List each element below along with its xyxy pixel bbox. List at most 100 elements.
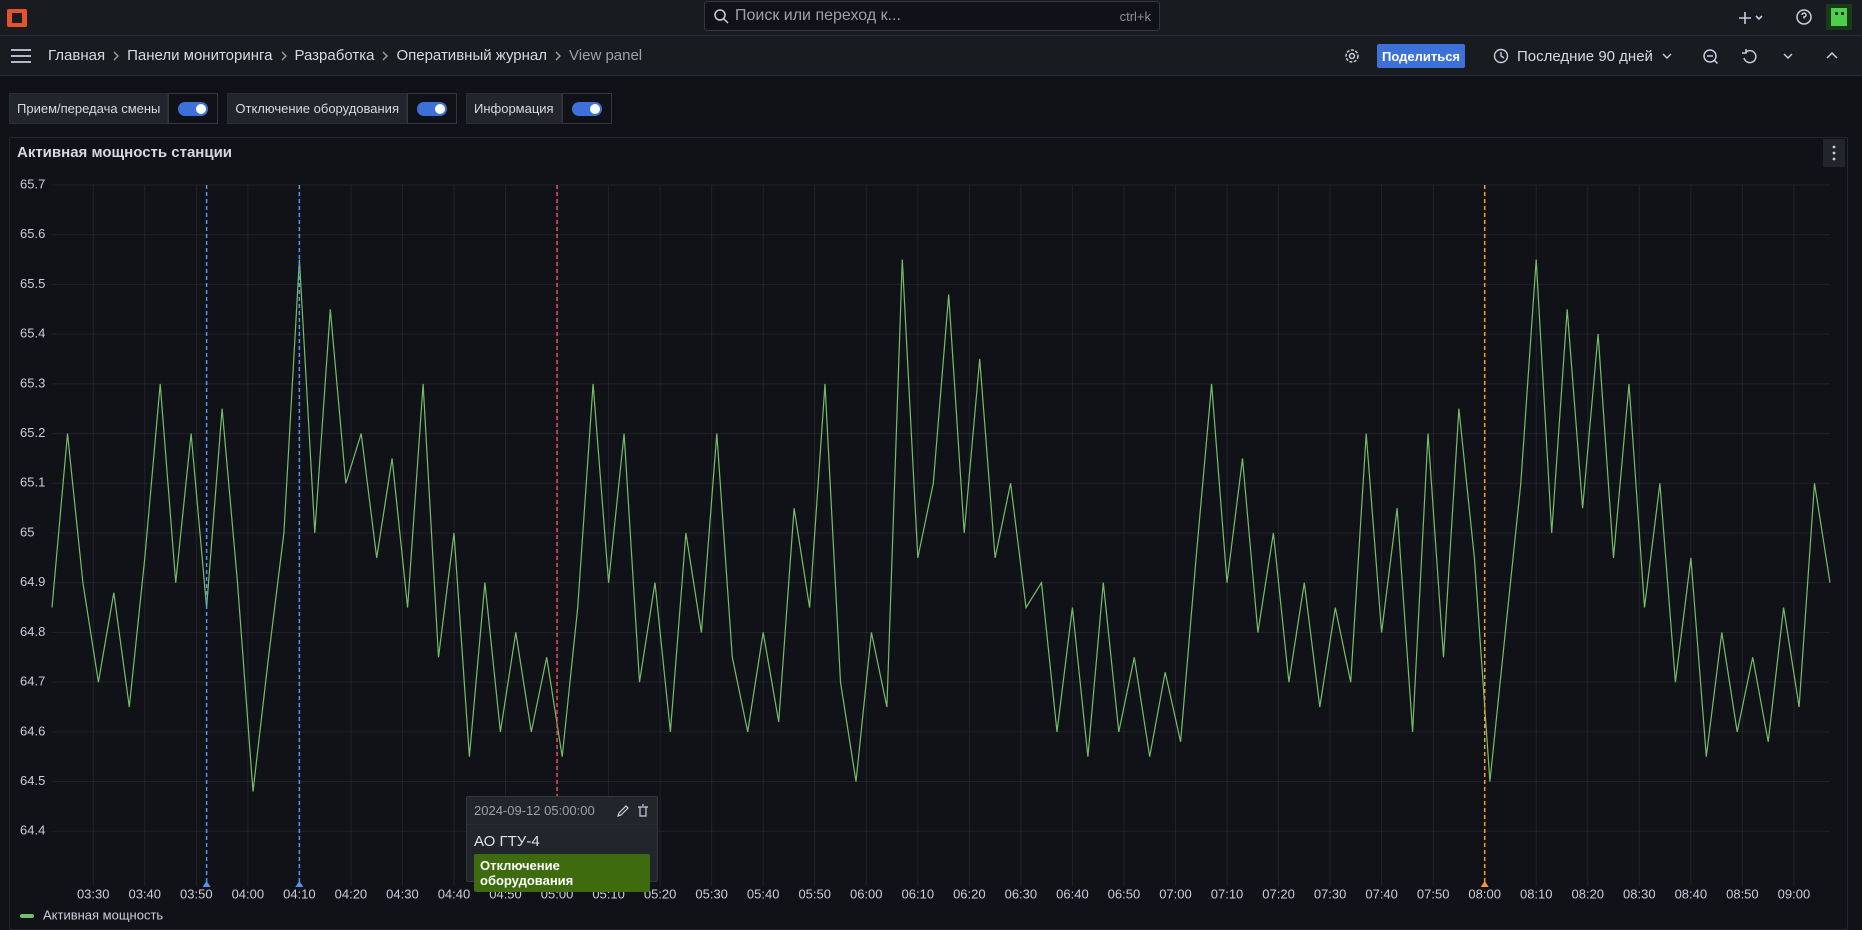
y-tick-label: 65 — [20, 524, 34, 539]
variable-label: Отключение оборудования — [227, 93, 407, 124]
x-tick-label: 05:20 — [644, 886, 677, 901]
x-tick-label: 08:30 — [1623, 886, 1656, 901]
tooltip-title: АО ГТУ-4 — [474, 833, 540, 850]
x-tick-label: 06:40 — [1056, 886, 1089, 901]
series-line — [51, 259, 1831, 792]
x-tick-label: 07:50 — [1417, 886, 1450, 901]
shortcut: ctrl+k — [1119, 8, 1151, 24]
y-tick-label: 64.6 — [20, 723, 45, 738]
annotation-tooltip: 2024-09-12 05:00:00 АО ГТУ-4 Отключение … — [466, 796, 658, 892]
chart: Активная мощность станции 64.4 64.5 64.6 64… — [17, 139, 1845, 922]
x-tick-label: 03:50 — [180, 886, 213, 901]
y-tick-label: 64.7 — [20, 674, 45, 689]
y-tick-label: 65.6 — [20, 226, 45, 241]
chevron — [555, 51, 562, 60]
x-tick-label: 08:50 — [1726, 886, 1759, 901]
y-tick-label: 65.5 — [20, 276, 45, 291]
clock-icon — [1493, 48, 1509, 64]
menu-icon[interactable] — [10, 48, 32, 64]
x-tick-label: 08:10 — [1520, 886, 1553, 901]
share-button[interactable]: Поделиться — [1377, 44, 1465, 68]
help[interactable] — [1794, 7, 1814, 27]
toggle[interactable] — [561, 93, 612, 124]
chart-title: Активная мощность станции — [17, 144, 232, 161]
toggle-switch — [178, 101, 209, 116]
crumb-separator — [281, 51, 287, 60]
toggle-switch — [417, 101, 447, 116]
annotation-marker — [202, 881, 211, 887]
y-tick-label: 64.4 — [20, 823, 45, 838]
variable: Прием/передача смены — [9, 93, 219, 124]
crumb-separator — [555, 51, 562, 60]
panel: Активная мощность станции 64.4 64.5 64.6 64… — [9, 137, 1848, 930]
toggle[interactable] — [168, 93, 219, 124]
tooltip-header: 2024-09-12 05:00:00 — [467, 797, 657, 825]
x-tick-label: 08:40 — [1675, 886, 1708, 901]
chevron — [382, 51, 389, 60]
chevron — [1662, 53, 1672, 59]
legend-label: Активная мощность — [43, 907, 163, 922]
x-tick-label: 05:30 — [695, 886, 728, 901]
x-tick-label: 08:20 — [1572, 886, 1605, 901]
toggle-knob — [435, 103, 445, 114]
toggle-knob — [196, 103, 207, 114]
search-placeholder: Поиск или переход к... — [735, 7, 901, 24]
variable: Отключение оборудования — [227, 93, 457, 124]
y-tick-label: 65.1 — [20, 475, 45, 490]
y-tick-label: 64.5 — [20, 773, 45, 788]
tooltip-tag: Отключение оборудования — [474, 854, 650, 892]
time-picker[interactable]: Последние 90 дней — [1493, 44, 1673, 68]
crumb-separator — [113, 51, 120, 60]
toolbar-icons[interactable] — [1700, 46, 1840, 66]
x-tick-label: 06:00 — [850, 886, 883, 901]
x-tick-label: 07:00 — [1159, 886, 1192, 901]
tooltip-actions[interactable] — [616, 803, 650, 818]
x-tick-label: 05:40 — [747, 886, 780, 901]
x-tick-label: 07:40 — [1365, 886, 1398, 901]
x-tick-label: 06:20 — [953, 886, 986, 901]
x-tick-label: 04:00 — [232, 886, 265, 901]
x-tick-label: 07:30 — [1314, 886, 1347, 901]
variable-label: Прием/передача смены — [9, 93, 169, 124]
variable: Информация — [466, 93, 612, 124]
breadcrumb[interactable]: Оперативный журнал — [396, 47, 548, 64]
x-tick-label: 06:30 — [1005, 886, 1038, 901]
x-tick-label: 04:20 — [335, 886, 368, 901]
crumb-separator — [382, 51, 389, 60]
logo[interactable] — [6, 8, 28, 28]
top-bar: Поиск или переход к... ctrl+k — [0, 0, 1862, 36]
avatar[interactable] — [1826, 4, 1852, 30]
variable-label: Информация — [466, 93, 562, 124]
x-tick-label: 06:50 — [1108, 886, 1141, 901]
chevron — [113, 51, 120, 60]
search-box[interactable]: Поиск или переход к... ctrl+k — [704, 1, 1160, 31]
tooltip-time: 2024-09-12 05:00:00 — [474, 803, 595, 818]
toggle[interactable] — [407, 93, 457, 124]
breadcrumb[interactable]: Разработка — [294, 47, 375, 64]
x-tick-label: 06:10 — [902, 886, 935, 901]
x-tick-label: 03:40 — [128, 886, 161, 901]
x-tick-label: 04:30 — [386, 886, 419, 901]
variables: Прием/передача смены Отключение оборудова… — [9, 93, 612, 124]
legend-swatch — [20, 914, 34, 918]
breadcrumb[interactable]: View panel — [569, 47, 643, 64]
y-tick-label: 65.3 — [20, 375, 45, 390]
panel-menu[interactable] — [1823, 139, 1845, 167]
x-tick-label: 03:30 — [77, 886, 110, 901]
breadcrumb[interactable]: Главная — [48, 47, 106, 64]
breadcrumbs: Главная Панели мониторинга Разработка Опера… — [48, 47, 642, 64]
x-tick-label: 04:10 — [283, 886, 316, 901]
toggle-knob — [589, 103, 600, 114]
annotation-marker — [295, 881, 304, 887]
settings-icon[interactable] — [1342, 46, 1362, 66]
y-tick-label: 65.7 — [20, 176, 45, 191]
breadcrumb-bar: Главная Панели мониторинга Разработка Опера… — [0, 36, 1862, 76]
breadcrumb[interactable]: Панели мониторинга — [127, 47, 273, 64]
toggle-switch — [571, 101, 602, 116]
add-menu[interactable] — [1735, 8, 1765, 28]
x-tick-label: 08:00 — [1468, 886, 1501, 901]
chevron — [281, 51, 287, 60]
x-tick-label: 07:10 — [1211, 886, 1244, 901]
